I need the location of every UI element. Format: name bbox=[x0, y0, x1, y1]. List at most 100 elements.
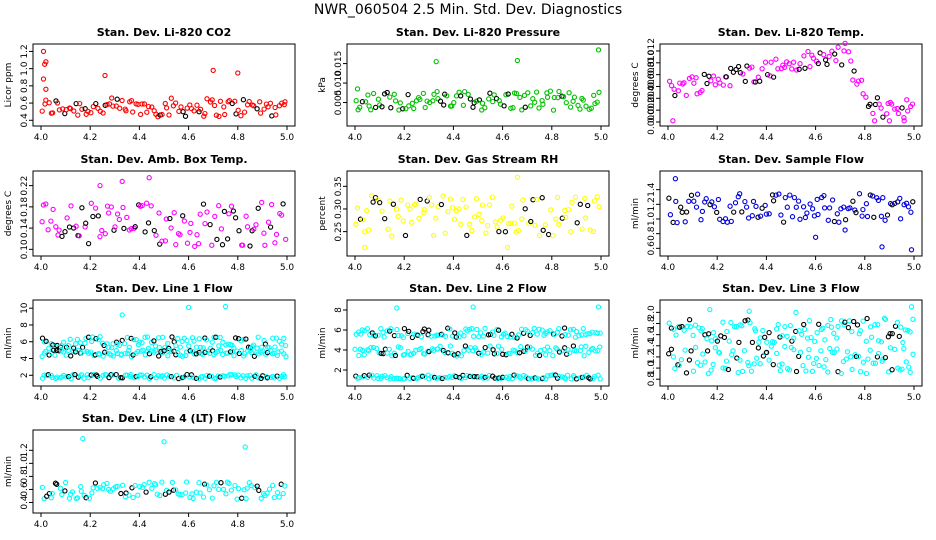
data-point bbox=[49, 490, 55, 497]
data-point bbox=[839, 62, 845, 68]
data-point bbox=[163, 105, 170, 111]
data-point bbox=[486, 372, 492, 379]
data-point bbox=[406, 328, 412, 335]
data-point bbox=[272, 240, 278, 246]
y-tick-label: 2 bbox=[20, 372, 30, 378]
data-point bbox=[60, 339, 67, 345]
plot-title: Stan. Dev. Gas Stream RH bbox=[398, 153, 559, 166]
data-point bbox=[202, 349, 208, 356]
y-axis-label: ml/min bbox=[318, 327, 328, 358]
data-point bbox=[823, 356, 829, 363]
data-point bbox=[764, 339, 770, 345]
data-point bbox=[553, 345, 559, 351]
data-point bbox=[739, 323, 745, 329]
data-point bbox=[265, 104, 271, 110]
x-tick-label: 4.6 bbox=[808, 393, 823, 403]
data-point bbox=[204, 96, 210, 102]
data-point bbox=[447, 196, 454, 202]
plot-title: Stan. Dev. Line 4 (LT) Flow bbox=[82, 412, 246, 425]
data-point bbox=[863, 201, 870, 207]
data-point bbox=[482, 344, 488, 351]
data-point bbox=[821, 205, 828, 211]
data-point bbox=[864, 213, 871, 220]
data-point bbox=[386, 346, 392, 352]
data-point bbox=[125, 350, 131, 357]
data-point bbox=[380, 329, 386, 335]
data-point bbox=[364, 325, 371, 332]
data-point bbox=[854, 322, 861, 328]
data-point bbox=[230, 208, 237, 214]
data-point bbox=[197, 211, 203, 217]
data-point bbox=[430, 98, 436, 104]
data-point bbox=[442, 333, 449, 339]
x-tick-label: 4.4 bbox=[446, 133, 461, 143]
data-point bbox=[679, 209, 685, 215]
data-point bbox=[495, 327, 502, 333]
data-point bbox=[169, 334, 175, 340]
data-point bbox=[787, 322, 793, 329]
y-tick-label: 1.0 bbox=[647, 212, 657, 227]
data-point bbox=[694, 191, 701, 197]
plot-6: Stan. Dev. Sample Flow 4.0 4.2 4.4 4.6 4.8 5.0… bbox=[631, 153, 923, 273]
data-point bbox=[876, 101, 882, 107]
data-point bbox=[688, 348, 694, 354]
data-point bbox=[453, 334, 459, 340]
data-point bbox=[860, 206, 866, 213]
data-point bbox=[261, 106, 267, 112]
data-point bbox=[757, 78, 763, 84]
data-point bbox=[507, 350, 513, 357]
data-point bbox=[581, 353, 587, 359]
data-point bbox=[151, 227, 157, 234]
data-point bbox=[740, 71, 746, 77]
plot-title: Stan. Dev. Line 1 Flow bbox=[95, 282, 233, 295]
x-tick-label: 4.2 bbox=[83, 133, 97, 143]
plot-title: Stan. Dev. Line 2 Flow bbox=[409, 282, 547, 295]
data-point bbox=[153, 232, 159, 238]
data-point bbox=[840, 358, 847, 365]
data-point bbox=[283, 354, 289, 360]
data-point bbox=[853, 209, 859, 216]
plot-frame bbox=[32, 43, 296, 127]
data-point bbox=[446, 373, 453, 380]
data-point bbox=[243, 495, 249, 502]
data-point bbox=[809, 368, 816, 374]
outlier-point bbox=[842, 227, 848, 233]
data-point bbox=[69, 489, 76, 495]
data-point bbox=[799, 331, 805, 337]
data-point bbox=[368, 107, 374, 113]
data-point bbox=[813, 355, 820, 362]
data-point bbox=[378, 350, 384, 357]
data-point bbox=[786, 367, 793, 373]
data-point bbox=[267, 224, 274, 230]
plot-frame bbox=[659, 299, 923, 387]
y-tick-label: 1.2 bbox=[20, 443, 30, 457]
data-point bbox=[390, 201, 397, 207]
data-point bbox=[706, 331, 712, 337]
data-point bbox=[842, 40, 848, 47]
data-point bbox=[875, 350, 882, 357]
y-axis-label: percent bbox=[318, 196, 328, 231]
data-point bbox=[359, 347, 366, 354]
data-point bbox=[203, 372, 210, 379]
data-point bbox=[201, 113, 207, 119]
data-point bbox=[89, 338, 95, 345]
data-point bbox=[112, 224, 118, 230]
data-point bbox=[95, 213, 101, 219]
data-point bbox=[93, 100, 99, 107]
data-point bbox=[737, 191, 743, 197]
data-point bbox=[691, 80, 697, 86]
data-point bbox=[804, 210, 810, 216]
data-point bbox=[672, 92, 678, 99]
data-point bbox=[119, 482, 126, 488]
data-point bbox=[194, 102, 200, 108]
data-point bbox=[872, 322, 878, 328]
data-point bbox=[749, 339, 756, 346]
data-point bbox=[762, 202, 768, 209]
data-point bbox=[87, 349, 94, 355]
data-point bbox=[215, 348, 221, 355]
data-point bbox=[359, 99, 366, 105]
data-point bbox=[709, 338, 715, 344]
data-point bbox=[139, 101, 145, 107]
data-point bbox=[827, 345, 833, 352]
